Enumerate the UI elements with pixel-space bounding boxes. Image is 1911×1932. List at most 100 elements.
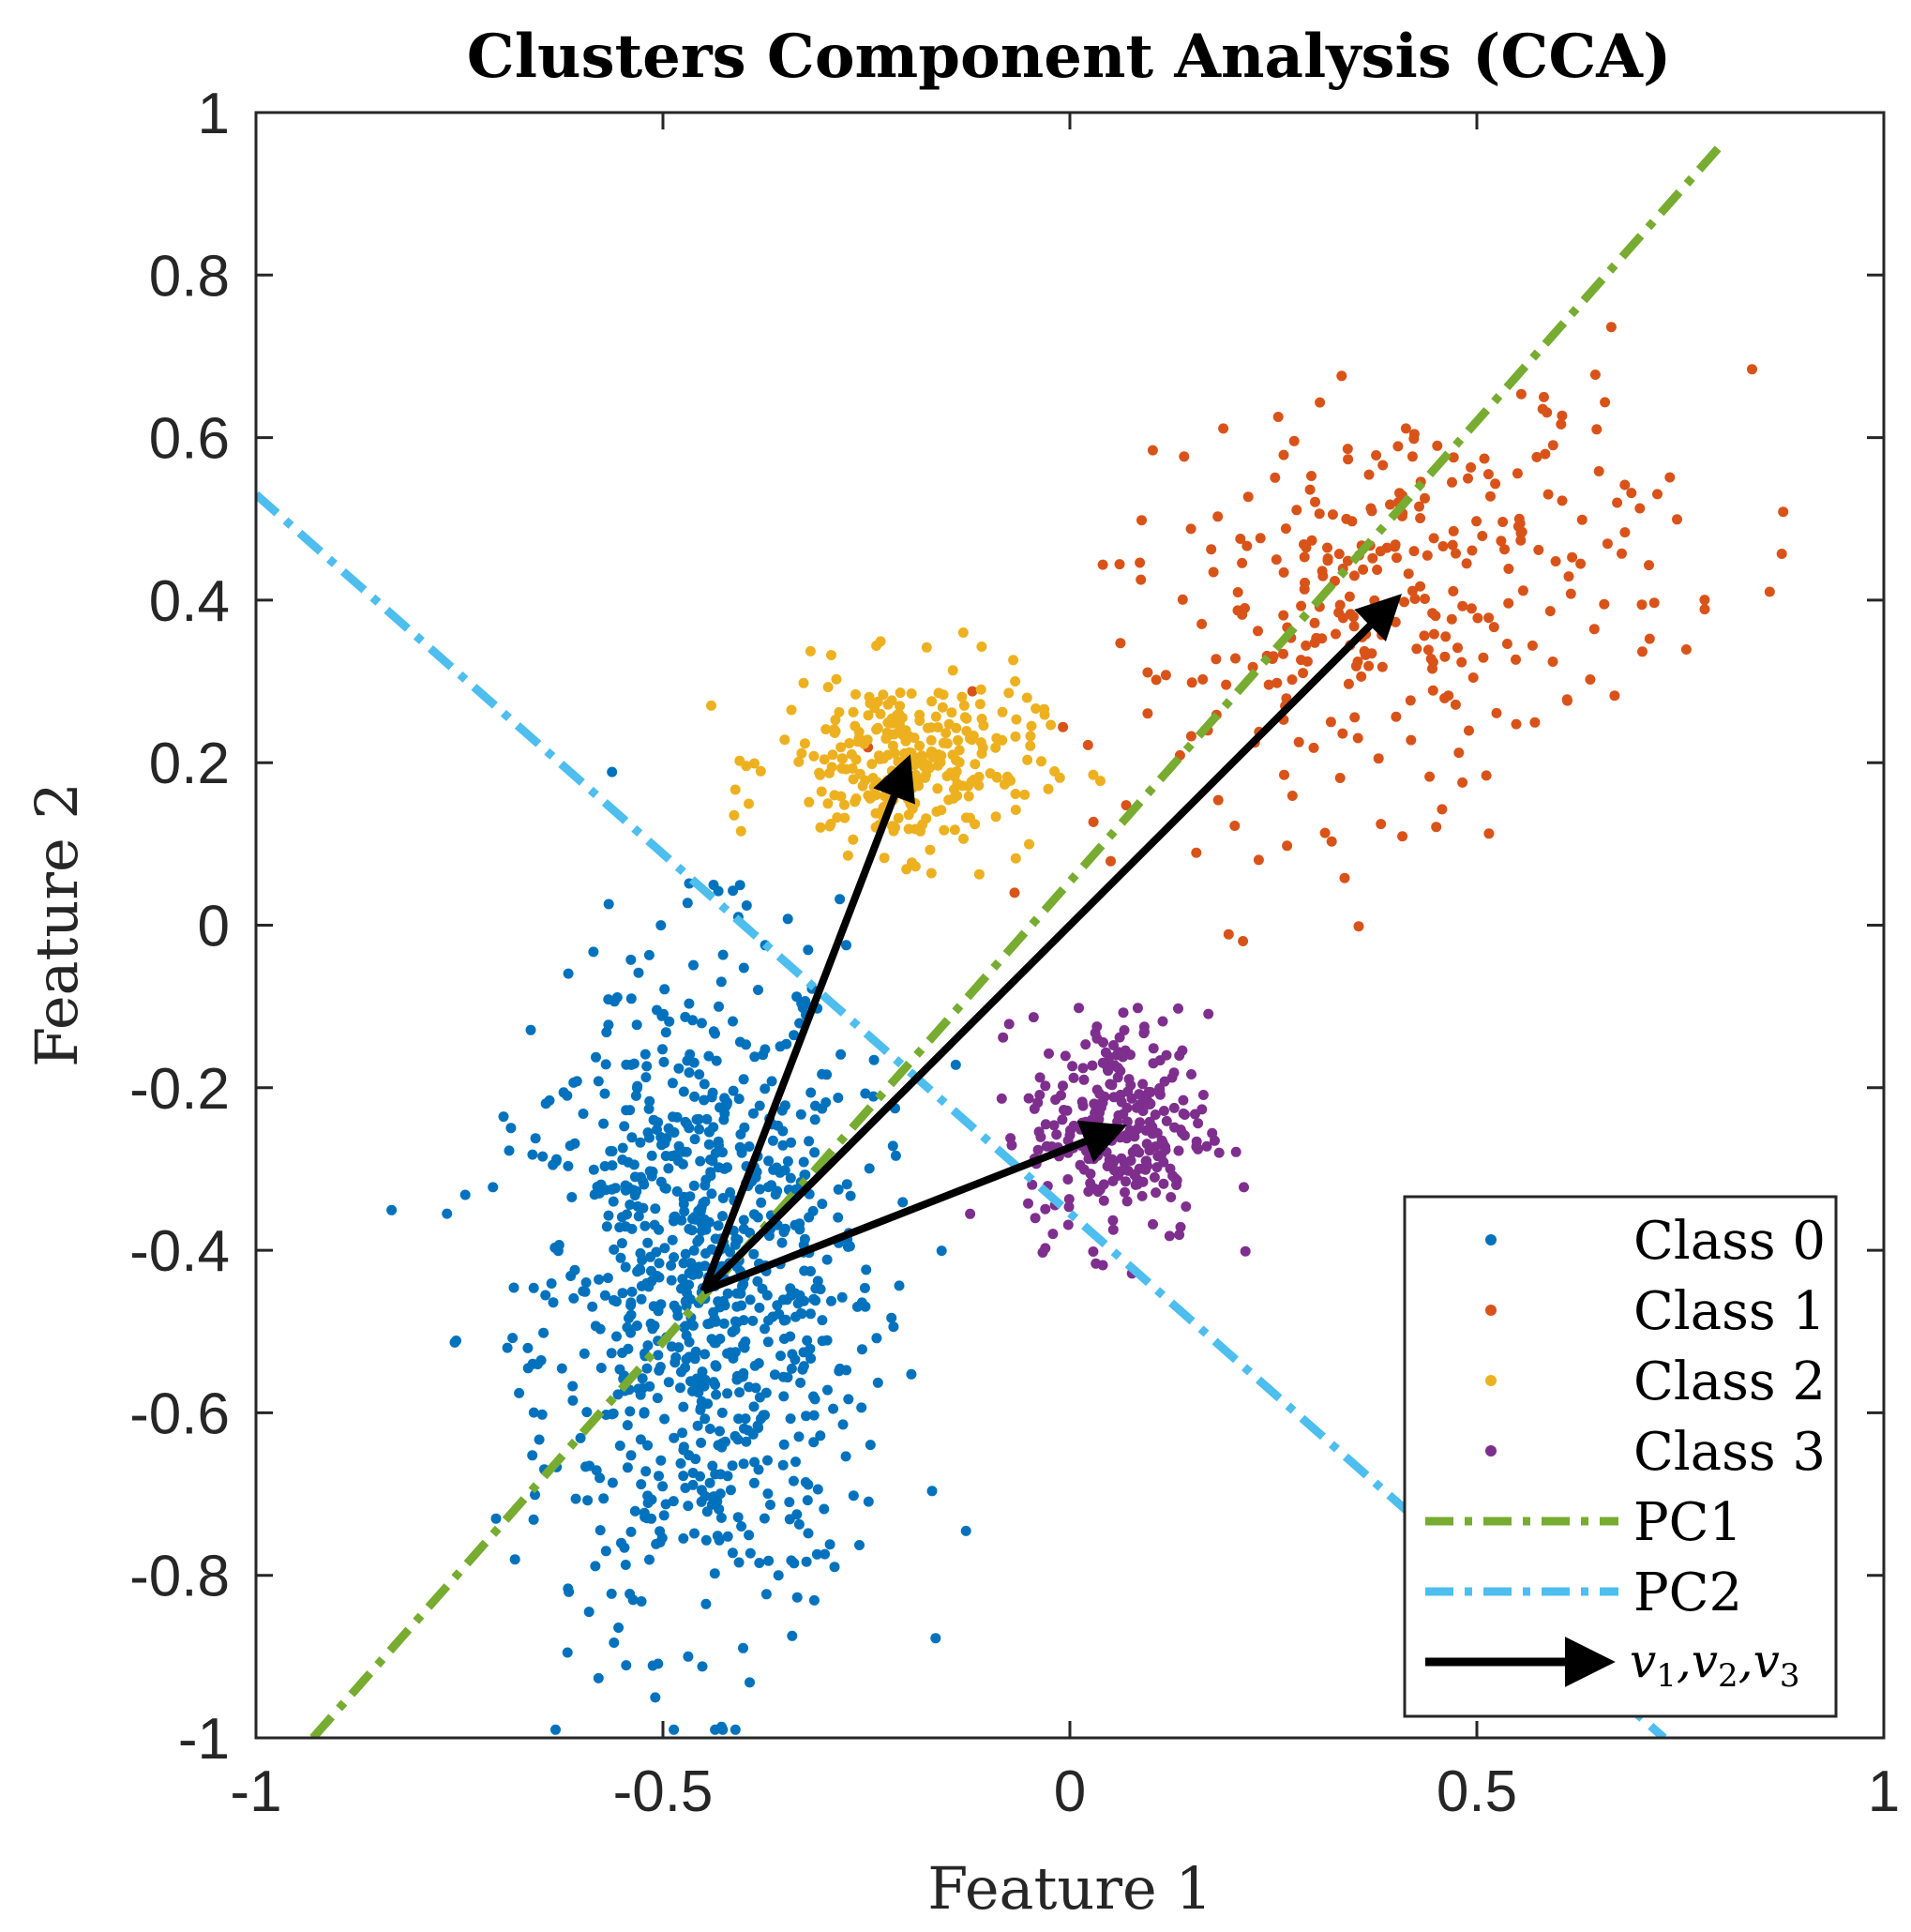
- data-point: [1178, 1108, 1189, 1119]
- data-point: [617, 1155, 628, 1165]
- data-point: [879, 853, 890, 864]
- data-point: [848, 774, 859, 785]
- data-point: [729, 809, 740, 821]
- data-point: [1341, 513, 1352, 524]
- data-point: [684, 1067, 695, 1079]
- legend-entry: Class 3: [1485, 1422, 1826, 1483]
- data-point: [548, 1159, 559, 1170]
- data-point: [622, 1420, 633, 1431]
- data-point: [1399, 596, 1409, 608]
- data-point: [1617, 548, 1627, 559]
- data-point: [1352, 732, 1363, 744]
- data-point: [733, 1094, 745, 1105]
- data-point: [625, 954, 637, 965]
- data-point: [1309, 617, 1320, 628]
- data-point: [728, 1085, 739, 1096]
- data-point: [1619, 479, 1631, 491]
- data-point: [692, 1236, 703, 1247]
- data-point: [1011, 714, 1022, 725]
- data-point: [607, 766, 618, 777]
- data-point: [1121, 1176, 1131, 1187]
- data-point: [642, 1127, 654, 1139]
- data-point: [773, 1570, 784, 1581]
- data-point: [841, 940, 851, 951]
- data-point: [1040, 1203, 1051, 1215]
- data-point: [730, 1430, 741, 1441]
- data-point: [637, 1373, 648, 1384]
- data-point: [786, 1137, 797, 1148]
- data-point: [678, 1532, 689, 1544]
- data-point: [862, 734, 873, 746]
- data-point: [1322, 555, 1333, 566]
- data-point: [1209, 1135, 1220, 1146]
- data-point: [830, 726, 841, 737]
- data-point: [527, 1450, 538, 1461]
- data-point: [563, 968, 574, 979]
- data-point: [755, 765, 766, 777]
- data-point: [833, 1184, 844, 1195]
- data-point: [1296, 600, 1307, 611]
- data-point: [808, 1410, 820, 1421]
- data-point: [1272, 412, 1284, 422]
- data-point: [970, 759, 981, 770]
- data-point: [1059, 1105, 1069, 1115]
- data-point: [694, 1069, 705, 1080]
- data-point: [870, 808, 881, 819]
- data-point: [1022, 754, 1033, 765]
- data-point: [1168, 1102, 1180, 1113]
- x-tick-label: 1: [1868, 1759, 1900, 1824]
- data-point: [620, 1261, 631, 1273]
- data-point: [789, 1558, 800, 1569]
- data-point: [798, 1361, 809, 1372]
- data-point: [763, 1155, 775, 1167]
- data-point: [738, 1223, 749, 1234]
- data-point: [663, 1163, 674, 1174]
- data-point: [909, 760, 920, 771]
- data-point: [617, 1288, 628, 1299]
- data-point: [684, 1336, 695, 1348]
- data-point: [594, 1525, 606, 1536]
- data-point: [1030, 1213, 1041, 1224]
- data-point: [582, 1495, 594, 1506]
- data-point: [666, 1341, 677, 1352]
- data-point: [528, 1407, 539, 1418]
- data-point: [830, 715, 841, 726]
- data-point: [1281, 693, 1292, 704]
- data-point: [738, 962, 749, 974]
- data-point: [1068, 1072, 1079, 1083]
- data-point: [661, 1133, 672, 1144]
- data-point: [528, 1514, 539, 1525]
- data-point: [817, 1068, 828, 1079]
- data-point: [738, 1215, 749, 1226]
- data-point: [1293, 736, 1304, 747]
- data-point: [1437, 541, 1449, 551]
- data-point: [688, 959, 699, 971]
- data-point: [537, 1151, 549, 1162]
- data-point: [660, 1499, 671, 1510]
- data-point: [687, 1320, 699, 1331]
- data-point: [1136, 1190, 1148, 1201]
- data-point: [738, 1642, 748, 1653]
- data-point: [938, 737, 949, 748]
- data-point: [688, 1180, 700, 1191]
- data-point: [1514, 518, 1526, 529]
- data-point: [804, 1136, 815, 1147]
- data-point: [798, 1156, 809, 1168]
- data-point: [1544, 606, 1556, 617]
- data-point: [1512, 468, 1523, 479]
- data-point: [725, 1485, 736, 1496]
- data-point: [802, 1495, 813, 1506]
- data-point: [613, 1623, 624, 1633]
- data-point: [1125, 1155, 1136, 1166]
- data-point: [803, 1528, 814, 1539]
- data-point: [550, 1724, 561, 1735]
- data-point: [763, 1315, 774, 1326]
- data-point: [819, 754, 830, 765]
- data-point: [678, 1199, 689, 1210]
- data-point: [1644, 560, 1654, 571]
- data-point: [1135, 557, 1146, 568]
- data-point: [607, 1160, 618, 1171]
- data-point: [843, 1394, 854, 1405]
- data-point: [887, 740, 898, 751]
- data-point: [804, 1212, 815, 1223]
